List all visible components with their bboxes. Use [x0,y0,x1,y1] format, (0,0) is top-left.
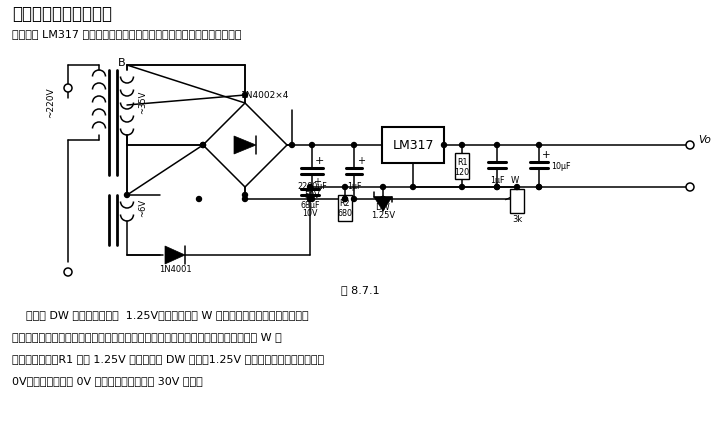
Text: LM317: LM317 [393,138,434,151]
Text: 1μF: 1μF [490,176,504,185]
Circle shape [515,185,520,190]
Circle shape [495,185,500,190]
Circle shape [686,141,694,149]
Circle shape [242,193,247,198]
Polygon shape [165,246,185,264]
Circle shape [459,185,464,190]
Text: 50V: 50V [304,190,320,199]
Text: 120: 120 [454,168,470,177]
Circle shape [201,142,206,147]
Text: ~35V: ~35V [138,91,147,114]
Text: 一、采用稳压管的设计: 一、采用稳压管的设计 [12,5,112,23]
Circle shape [495,142,500,147]
Text: +: + [313,177,321,187]
Text: 稳压管 DW 正极对地电压为  1.25V，调压电位器 W 的下端没有接在地端，而是接在: 稳压管 DW 正极对地电压为 1.25V，调压电位器 W 的下端没有接在地端，而… [12,310,308,320]
Text: R1: R1 [457,158,467,167]
Circle shape [411,185,416,190]
Circle shape [342,185,347,190]
Text: Vo: Vo [698,135,711,145]
Circle shape [342,197,347,202]
Circle shape [309,142,314,147]
Circle shape [495,185,500,190]
Text: 680: 680 [337,210,352,219]
Circle shape [536,185,541,190]
Text: ~6V: ~6V [138,199,147,217]
Circle shape [308,197,313,202]
Text: 1.25V: 1.25V [371,211,395,220]
Polygon shape [374,197,392,211]
Text: ~220V: ~220V [46,87,55,118]
Circle shape [196,197,201,202]
Circle shape [308,185,313,190]
Text: R2: R2 [339,199,350,208]
Polygon shape [234,136,256,154]
Circle shape [64,268,72,276]
Circle shape [201,142,206,147]
Text: W: W [511,176,519,185]
Text: 稳压管正极，稳压电源的输出电压仍然从三端稳压器的输出端与地之间获得。这样当 W 的: 稳压管正极，稳压电源的输出电压仍然从三端稳压器的输出端与地之间获得。这样当 W … [12,332,282,342]
Circle shape [352,142,357,147]
Circle shape [124,193,129,198]
Circle shape [380,185,385,190]
FancyBboxPatch shape [382,127,444,163]
Circle shape [290,142,295,147]
Circle shape [459,142,464,147]
Text: 1N4001: 1N4001 [159,264,191,273]
Circle shape [536,142,541,147]
Circle shape [342,197,347,202]
Text: 68μF: 68μF [301,201,320,210]
FancyBboxPatch shape [510,189,524,213]
Text: 1N4002×4: 1N4002×4 [241,90,289,99]
Text: 10V: 10V [302,210,318,219]
FancyBboxPatch shape [338,195,352,221]
Circle shape [308,197,313,202]
Text: 0V。该电路可以从 0V 起调，输出电压可达 30V 以上。: 0V。该电路可以从 0V 起调，输出电压可达 30V 以上。 [12,376,203,386]
Text: 2200μF: 2200μF [297,181,327,190]
Circle shape [380,197,385,202]
FancyBboxPatch shape [455,153,469,179]
Circle shape [242,197,247,202]
Text: 阻值调到零时，R1 上的 1.25V 电压刚好和 DW 上的－1.25V 相抵消，从而使输出电压为: 阻值调到零时，R1 上的 1.25V 电压刚好和 DW 上的－1.25V 相抵消… [12,354,324,364]
Text: +: + [315,156,324,166]
Circle shape [380,197,385,202]
Circle shape [64,84,72,92]
Text: +: + [542,150,551,160]
Text: 该电路和 LM317 基本应用电路的不同之处是增加了一组负压辅助电源。: 该电路和 LM317 基本应用电路的不同之处是增加了一组负压辅助电源。 [12,29,242,39]
Text: 3k: 3k [512,215,522,224]
Text: B: B [118,58,126,68]
Circle shape [352,197,357,202]
Circle shape [441,142,446,147]
Text: 图 8.7.1: 图 8.7.1 [341,285,380,295]
Circle shape [309,197,314,202]
Text: 10μF: 10μF [551,161,570,171]
Circle shape [536,185,541,190]
Text: DW: DW [375,202,390,211]
Text: 1μF: 1μF [347,181,361,190]
Circle shape [242,92,247,98]
Circle shape [686,183,694,191]
Text: +: + [357,156,365,166]
